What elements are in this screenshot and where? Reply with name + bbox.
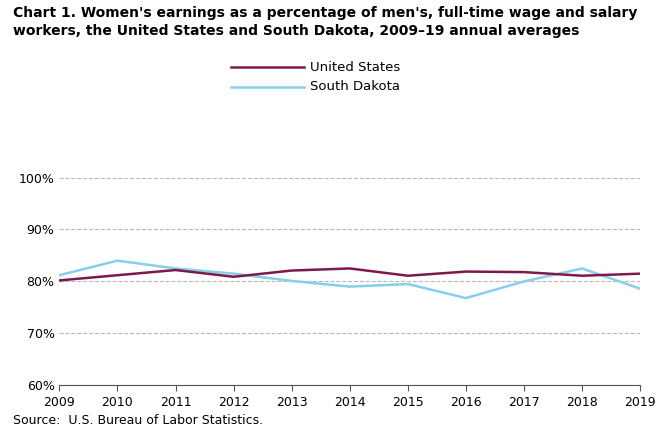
Text: United States: United States	[310, 61, 401, 74]
Text: workers, the United States and South Dakota, 2009–19 annual averages: workers, the United States and South Dak…	[13, 24, 579, 38]
Text: Source:  U.S. Bureau of Labor Statistics.: Source: U.S. Bureau of Labor Statistics.	[13, 414, 263, 427]
Text: Chart 1. Women's earnings as a percentage of men's, full-time wage and salary: Chart 1. Women's earnings as a percentag…	[13, 6, 638, 20]
Text: South Dakota: South Dakota	[310, 80, 400, 93]
